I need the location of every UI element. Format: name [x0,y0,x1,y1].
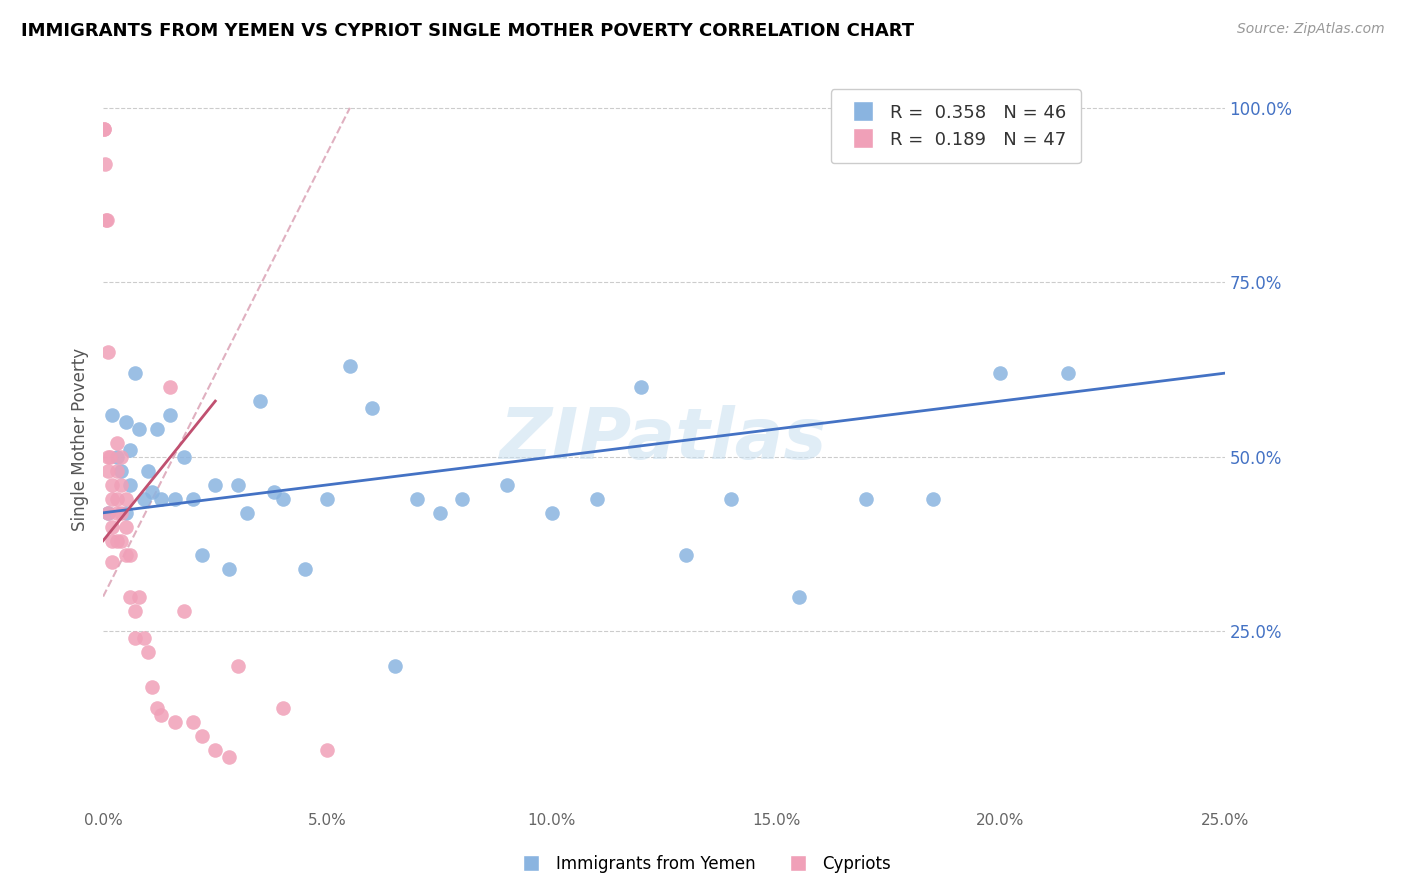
Point [101,478,124,492]
Point [93,121,115,136]
Point [163,491,186,506]
Point [101,555,124,569]
Point [105,464,128,478]
Point [787,590,810,604]
Point [146,701,169,715]
Point [118,442,141,457]
Point [146,422,169,436]
Point [97,464,120,478]
Point [339,359,361,374]
Point [159,380,181,394]
Point [316,743,339,757]
Point [114,520,136,534]
Text: IMMIGRANTS FROM YEMEN VS CYPRIOT SINGLE MOTHER POVERTY CORRELATION CHART: IMMIGRANTS FROM YEMEN VS CYPRIOT SINGLE … [21,22,914,40]
Point [114,491,136,506]
Point [94,212,117,227]
Point [110,506,132,520]
Point [1056,366,1078,380]
Point [294,561,316,575]
Point [110,533,132,548]
Point [384,659,406,673]
Point [118,478,141,492]
Point [191,548,214,562]
Point [114,415,136,429]
Point [218,561,240,575]
Point [540,506,562,520]
Point [271,701,294,715]
Point [101,491,124,506]
Point [429,506,451,520]
Point [110,450,132,464]
Point [204,478,226,492]
Point [263,484,285,499]
Point [128,422,150,436]
Point [181,491,204,506]
Point [990,366,1012,380]
Point [128,590,150,604]
Point [118,548,141,562]
Point [136,645,159,659]
Text: Source: ZipAtlas.com: Source: ZipAtlas.com [1237,22,1385,37]
Point [136,464,159,478]
Point [316,491,339,506]
Point [124,632,146,646]
Point [105,533,128,548]
Point [141,484,163,499]
Point [361,401,384,415]
Point [720,491,742,506]
Point [163,715,186,730]
Point [173,450,195,464]
Point [97,450,120,464]
Point [114,548,136,562]
Point [585,491,607,506]
Point [191,729,214,743]
Point [922,491,945,506]
Point [630,380,652,394]
Point [675,548,697,562]
Point [406,491,429,506]
Point [124,366,146,380]
Point [132,491,155,506]
Point [98,450,121,464]
Point [855,491,877,506]
Legend: R =  0.358   N = 46, R =  0.189   N = 47: R = 0.358 N = 46, R = 0.189 N = 47 [831,89,1081,163]
Point [124,603,146,617]
Point [101,533,124,548]
Point [173,603,195,617]
Point [132,632,155,646]
Point [249,394,271,409]
Legend: Immigrants from Yemen, Cypriots: Immigrants from Yemen, Cypriots [508,848,898,880]
Point [97,506,120,520]
Point [159,408,181,422]
Y-axis label: Single Mother Poverty: Single Mother Poverty [72,348,89,531]
Point [141,681,163,695]
Point [110,464,132,478]
Point [105,491,128,506]
Point [101,408,124,422]
Point [105,436,128,450]
Point [118,590,141,604]
Point [101,520,124,534]
Point [114,506,136,520]
Point [496,478,519,492]
Point [226,478,249,492]
Point [97,345,120,359]
Point [105,450,128,464]
Point [97,506,120,520]
Text: ZIPatlas: ZIPatlas [501,405,828,474]
Point [110,478,132,492]
Point [150,491,173,506]
Point [235,506,257,520]
Point [93,121,115,136]
Point [226,659,249,673]
Point [218,750,240,764]
Point [150,708,173,723]
Point [271,491,294,506]
Point [181,715,204,730]
Point [204,743,226,757]
Point [451,491,474,506]
Point [105,506,128,520]
Point [96,212,118,227]
Point [94,157,117,171]
